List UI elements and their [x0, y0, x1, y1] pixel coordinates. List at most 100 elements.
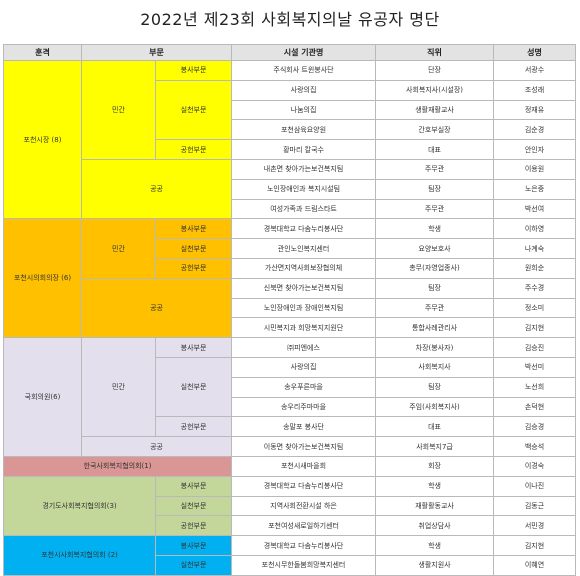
header-position: 직위 [375, 44, 495, 61]
name-cell: 김동근 [493, 495, 577, 517]
sector-cell: 봉사부문 [154, 535, 233, 556]
position-cell: 생활지원사 [375, 554, 495, 576]
sub-cell: 민간 [81, 218, 156, 279]
position-cell: 사회복지사 [375, 356, 495, 378]
sector-cell: 공헌부문 [154, 257, 233, 279]
org-cell: 여성가족과 드림스타트 [231, 198, 377, 220]
position-cell: 주무관 [375, 297, 495, 319]
position-cell: 팀장 [375, 277, 495, 299]
name-cell: 김승경 [493, 416, 577, 438]
public-cell: 공공 [80, 158, 233, 220]
name-cell: 이용원 [493, 158, 577, 180]
public-cell: 공공 [80, 436, 233, 457]
position-cell: 학생 [375, 475, 495, 497]
org-cell: 포천시무한돌봄희망복지센터 [231, 554, 377, 576]
page-title: 2022년 제23회 사회복지의날 유공자 명단 [140, 10, 440, 29]
public-cell: 공공 [80, 277, 233, 339]
award-cell: 포천시의회의장 (6) [3, 218, 82, 339]
sector-cell: 봉사부문 [154, 218, 233, 240]
name-cell: 조성래 [493, 79, 577, 101]
org-cell: 경복대학교 다솜누리봉사단 [231, 218, 377, 240]
sector-cell: 공헌부문 [154, 139, 233, 160]
name-cell: 박선미 [493, 356, 577, 378]
org-cell: 주식회사 트윈봉사단 [231, 60, 377, 81]
name-cell: 서광수 [493, 60, 577, 81]
sector-cell: 공헌부문 [154, 515, 233, 537]
position-cell: 요양보호사 [375, 238, 495, 259]
name-cell: 서민경 [493, 515, 577, 537]
header-sector: 부문 [80, 44, 233, 61]
sector-cell: 실천부문 [154, 79, 233, 141]
org-cell: 나눔의집 [231, 99, 377, 121]
name-cell: 박선여 [493, 198, 577, 220]
org-cell: ㈜피엔에스 [231, 337, 377, 358]
org-cell: 경복대학교 다솜누리봉사단 [231, 475, 377, 497]
sector-cell: 실천부문 [154, 356, 233, 418]
org-cell: 송우리주마마을 [231, 396, 377, 418]
position-cell: 주임(사회복지사) [375, 396, 495, 418]
position-cell: 단장 [375, 60, 495, 81]
position-cell: 간호부실장 [375, 119, 495, 141]
org-cell: 노인장애인과 복지시설팀 [231, 178, 377, 200]
header-name: 성명 [493, 44, 577, 61]
sector-cell: 실천부문 [154, 554, 233, 576]
name-cell: 백승석 [493, 436, 577, 457]
org-cell: 사랑의집 [231, 79, 377, 101]
org-cell: 이동면 찾아가는보건복지팀 [231, 436, 377, 457]
award-table: 훈격 부문 시설 기관명 직위 성명 포천시장 (8) 민간 봉사부문 주식회사… [2, 44, 577, 576]
sub-cell: 민간 [81, 337, 156, 438]
position-cell: 총무(자영업종사) [375, 257, 495, 279]
position-cell: 사회복지7급 [375, 436, 495, 457]
position-cell: 회장 [375, 455, 495, 477]
name-cell: 김지현 [493, 317, 577, 339]
name-cell: 이나진 [493, 475, 577, 497]
name-cell: 주수경 [493, 277, 577, 299]
org-cell: 노인장애인과 장애인복지팀 [231, 297, 377, 319]
org-cell: 포천여성새로일하기센터 [231, 515, 377, 537]
position-cell: 학생 [375, 218, 495, 240]
org-cell: 지역사회전환시설 하은 [231, 495, 377, 517]
name-cell: 김승진 [493, 337, 577, 358]
header-award: 훈격 [3, 44, 82, 61]
award-cell: 포천시사회복지협의회 (2) [3, 535, 156, 576]
name-cell: 김순경 [493, 119, 577, 141]
award-cell: 한국사회복지협의회(1) [2, 455, 233, 477]
sector-cell: 봉사부문 [154, 337, 233, 358]
position-cell: 대표 [375, 139, 495, 160]
position-cell: 통합사례관리사 [375, 317, 495, 339]
sector-cell: 실천부문 [154, 495, 233, 517]
name-cell: 노선희 [493, 376, 577, 398]
sector-cell: 봉사부문 [154, 475, 233, 497]
org-cell: 시민복지과 희망복지지원단 [231, 317, 377, 339]
position-cell: 대표 [375, 416, 495, 438]
org-cell: 포천시새마을회 [231, 455, 377, 477]
position-cell: 학생 [375, 535, 495, 556]
org-cell: 가산면지역사회보장협의체 [231, 257, 377, 279]
position-cell: 사회복지사(시설장) [375, 79, 495, 101]
award-cell: 경기도사회복지협의회(3) [3, 475, 156, 537]
award-cell: 포천시장 (8) [3, 59, 82, 220]
name-cell: 이경숙 [493, 455, 577, 477]
org-cell: 포천삼육요양원 [231, 119, 377, 141]
position-cell: 주무관 [375, 198, 495, 220]
sub-cell: 민간 [81, 60, 156, 160]
position-cell: 주무관 [375, 158, 495, 180]
name-cell: 정소미 [493, 297, 577, 319]
name-cell: 이하영 [493, 218, 577, 240]
sector-cell: 실천부문 [154, 238, 233, 259]
position-cell: 취업상담사 [375, 515, 495, 537]
name-cell: 정재유 [493, 99, 577, 121]
org-cell: 신북면 찾아가는보건복지팀 [231, 277, 377, 299]
position-cell: 생활재활교사 [375, 99, 495, 121]
name-cell: 이혜연 [493, 554, 577, 576]
name-cell: 나계숙 [493, 238, 577, 259]
name-cell: 원희순 [493, 257, 577, 279]
sector-cell: 봉사부문 [154, 60, 233, 81]
org-cell: 사랑의집 [231, 356, 377, 378]
header-org: 시설 기관명 [231, 44, 377, 61]
org-cell: 내촌면 찾아가는보건복지팀 [231, 158, 377, 180]
org-cell: 송말포 봉사단 [231, 416, 377, 438]
position-cell: 재활활동교사 [375, 495, 495, 517]
name-cell: 손덕현 [493, 396, 577, 418]
award-cell: 국회의원(6) [3, 337, 82, 457]
